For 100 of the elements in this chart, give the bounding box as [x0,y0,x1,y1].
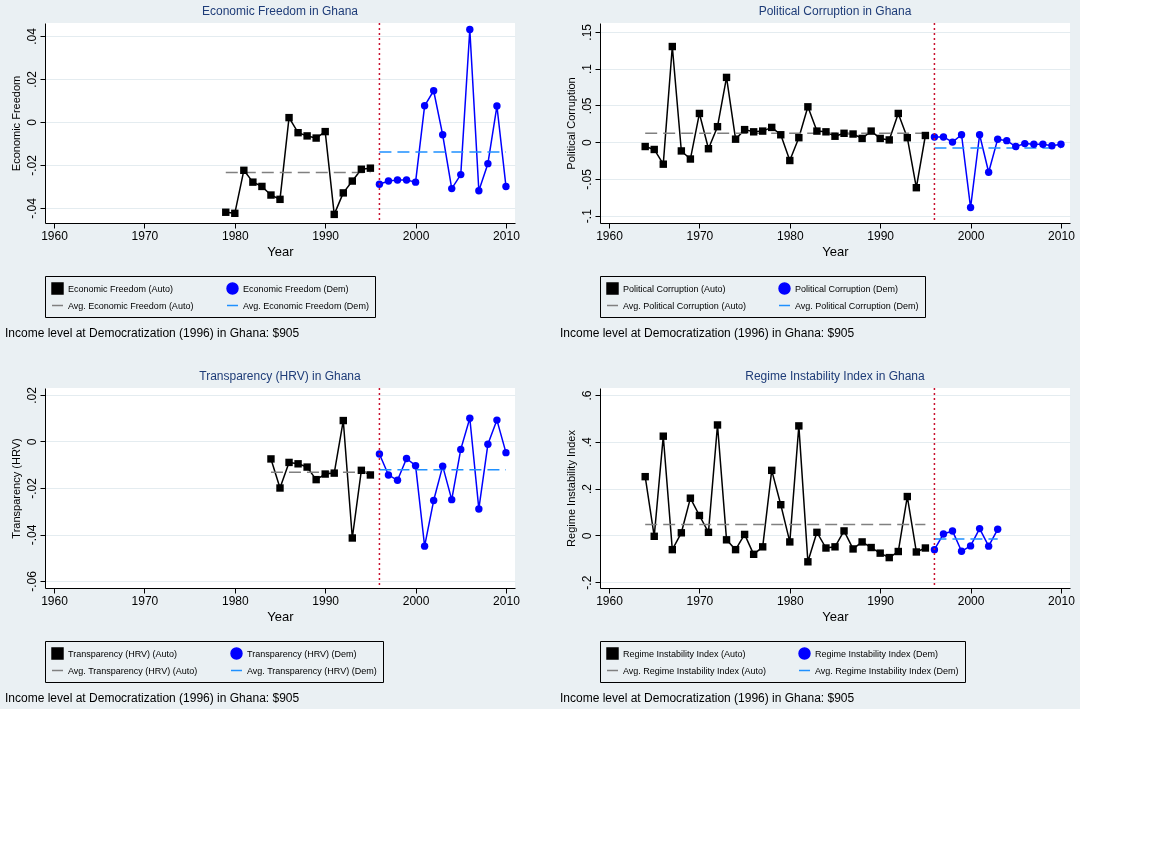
y-tick-label: 0 [24,438,39,446]
y-tick-label: .02 [24,386,39,404]
legend-label: Avg. Transparency (HRV) (Auto) [68,665,198,676]
point [484,440,492,448]
point [285,458,293,467]
point [420,102,429,110]
point [502,448,510,457]
y-tick-label: .6 [579,390,594,401]
y-tick-label: .02 [24,70,39,88]
point [966,203,975,212]
y-tick-label: -.2 [579,575,594,590]
legend-label: Avg. Economic Freedom (Auto) [68,300,194,311]
point [849,130,857,138]
point [366,164,375,172]
point [1030,140,1038,149]
y-axis-title: Regime Instability Index [564,429,577,547]
legend-label: Economic Freedom (Auto) [68,283,174,294]
point [366,471,375,479]
point [448,184,456,193]
y-tick-label: .4 [579,436,594,448]
point [849,545,857,553]
x-tick-label: 1960 [596,593,624,608]
point [993,135,1002,143]
y-tick-label: .15 [579,23,594,41]
x-tick-label: 1990 [867,228,895,243]
point [813,528,821,537]
x-tick-label: 1970 [686,593,714,608]
point [420,542,429,550]
point [312,134,320,142]
point [393,176,402,184]
y-tick-label: .1 [579,63,594,75]
text: Income level at Democratization (1996) in Ghana: $905 [5,691,300,705]
point [984,168,993,176]
x-tick-label: 2000 [402,593,430,608]
point [921,544,930,552]
y-tick-label: -.02 [24,154,39,176]
point [303,132,311,140]
legend-label: Avg. Political Corruption (Dem) [795,300,919,311]
point [321,127,329,136]
legend-label: Transparency (HRV) (Auto) [68,648,178,659]
point [686,494,695,502]
point [312,475,320,484]
y-axis-title: Economic Freedom [9,75,22,172]
x-tick-label: 1960 [41,228,69,243]
y-tick-label: .2 [579,483,594,495]
point [448,495,456,504]
point [786,538,794,546]
point [231,209,239,218]
point [475,505,483,513]
point [466,25,474,34]
x-tick-label: 1970 [131,593,159,608]
point [1012,142,1020,151]
x-tick-label: 2000 [957,593,985,608]
point [493,416,501,424]
point [330,469,338,477]
point [749,128,758,136]
point [249,178,257,186]
point [240,166,248,175]
point [348,177,357,185]
point [303,463,311,471]
point [294,128,302,137]
x-tick-label: 2010 [493,228,521,243]
y-tick-label: -.02 [24,477,39,499]
x-tick-label: 1980 [776,228,804,243]
point [831,132,839,140]
chart-title: Regime Instability Index in Ghana [745,369,926,384]
point [659,432,667,440]
x-tick-label: 2010 [1048,228,1076,243]
point [267,191,275,199]
point [258,182,266,191]
point [758,127,767,135]
point [641,472,649,481]
x-axis-title: Year [822,243,850,259]
point [731,135,740,143]
chart-title: Political Corruption in Ghana [758,4,912,19]
point [438,131,447,139]
point [957,131,966,139]
text: Income level at Democratization (1996) in Ghana: $905 [560,691,855,705]
x-tick-label: 1980 [221,593,249,608]
point [930,133,939,141]
y-tick-label: -.04 [24,524,39,546]
point [1048,142,1056,150]
point [276,195,284,204]
point [722,536,731,544]
legend-label: Avg. Regime Instability Index (Dem) [815,665,959,676]
point [795,422,803,430]
point [493,102,501,110]
point [339,189,347,197]
point [993,525,1002,533]
point [966,542,975,550]
point [885,136,893,144]
y-tick-label: -.1 [579,208,594,224]
y-tick-label: 0 [579,532,594,540]
point [384,177,393,185]
point [813,127,821,135]
point [939,530,948,538]
legend-label: Political Corruption (Dem) [795,283,899,294]
point [276,484,284,492]
legend-label: Transparency (HRV) (Dem) [247,648,357,659]
point [267,455,275,463]
